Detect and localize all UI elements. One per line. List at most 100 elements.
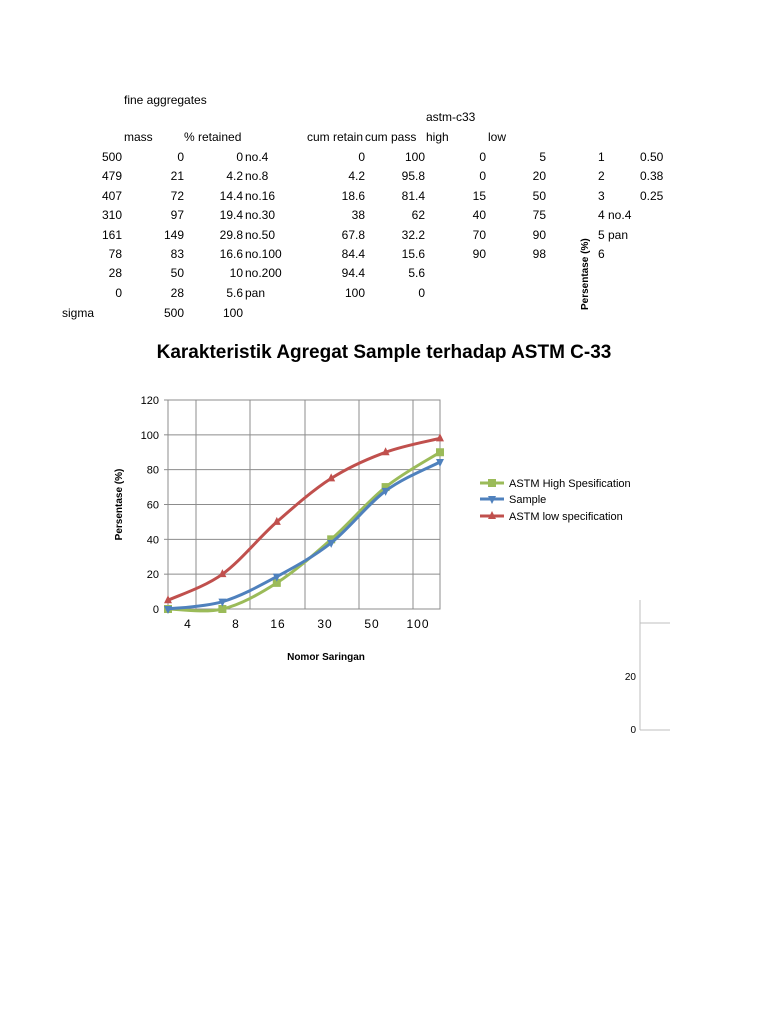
header-high: high (426, 130, 449, 144)
cell-index: 2 (598, 169, 605, 184)
cell-sieve: no.16 (245, 188, 276, 203)
cell-mass: 28 (108, 266, 122, 281)
cell-sieve: no.4 (245, 150, 269, 164)
cell-cum-pass: 81.4 (401, 188, 425, 203)
cell-cum-pass: 62 (411, 208, 425, 223)
cell-pct: 0 (236, 150, 243, 164)
data-point-s0-4 (381, 483, 390, 492)
cell-high: 70 (472, 227, 486, 242)
y-tick-label: 0 (153, 604, 159, 616)
cell-pct: 14.4 (219, 188, 243, 203)
y-tick-label: 120 (141, 395, 159, 407)
data-point-s1-2 (272, 573, 281, 582)
line-chart: 0 20 40 60 80 100 120 4 8 16 30 50 100 Nomor Saringan… (114, 395, 631, 663)
cell-cum-pass: 100 (404, 150, 425, 164)
cell-mass: 310 (101, 208, 122, 223)
plot-area-border (167, 399, 441, 610)
cell-cum-retain: 84.4 (341, 247, 365, 261)
cell-pct: 5.6 (226, 285, 243, 300)
cell-mass: 479 (101, 169, 122, 184)
sigma-label: sigma (62, 306, 95, 320)
cell-high: 0 (479, 150, 486, 164)
x-tick-label: 16 (270, 617, 285, 631)
header-cum-pass: cum pass (365, 130, 417, 144)
x-tick-label: 50 (364, 617, 379, 631)
sigma-retained: 500 (163, 306, 184, 320)
series-line-0 (167, 450, 441, 613)
stray-tick-20: 20 (625, 672, 637, 683)
data-point-s1-5 (436, 459, 444, 468)
cell-cum-retain: 18.6 (341, 188, 365, 203)
cell-pct: 4.2 (226, 169, 243, 184)
x-axis-label: Nomor Saringan (287, 652, 365, 663)
cell-cum-pass: 95.8 (401, 169, 425, 184)
cell-size: 0.38 (640, 169, 664, 184)
cell-retained: 21 (170, 169, 184, 184)
cell-retained: 97 (170, 208, 184, 223)
legend-marker-0 (488, 479, 496, 487)
cell-retained: 50 (170, 266, 184, 281)
y-tick-label: 20 (147, 569, 159, 581)
cell-sieve: no.30 (245, 208, 276, 223)
stray-axis-label: Persentase (%) (580, 238, 591, 310)
x-tick-label: 4 (184, 617, 192, 631)
header-retained: % retained (184, 130, 242, 144)
cell-size: 0.50 (640, 150, 664, 164)
cell-sieve: no.100 (245, 247, 282, 261)
cell-low: 75 (532, 208, 546, 223)
cell-retained: 72 (170, 188, 184, 203)
cell-cum-pass: 5.6 (408, 266, 425, 281)
cell-high: 40 (472, 208, 486, 223)
cell-cum-retain: 38 (351, 208, 365, 223)
cell-mass: 0 (115, 285, 122, 300)
cell-pct: 10 (229, 266, 243, 281)
data-point-s2-0 (164, 595, 172, 604)
x-tick-label: 8 (232, 617, 240, 631)
legend-marker-2 (488, 511, 496, 519)
cell-index: 1 (598, 150, 605, 164)
series-line-1 (167, 460, 441, 611)
cell-cum-retain: 0 (358, 150, 365, 164)
cell-low: 98 (532, 247, 546, 261)
legend-label-1: Sample (509, 494, 546, 506)
cell-sieve: pan (245, 285, 266, 300)
cell-retained: 28 (170, 285, 184, 300)
cell-retained: 0 (177, 150, 184, 164)
data-point-s1-4 (381, 487, 390, 496)
cell-mass: 500 (101, 150, 122, 164)
cell-high: 15 (472, 188, 486, 203)
chart-title: Karakteristik Agregat Sample terhadap AS… (156, 342, 612, 363)
cell-mass: 161 (101, 227, 122, 242)
cell-cum-retain: 4.2 (348, 169, 365, 184)
cell-cum-retain: 67.8 (341, 227, 365, 242)
cell-pct: 19.4 (219, 208, 243, 223)
cell-cum-pass: 15.6 (401, 247, 425, 261)
y-tick-label: 100 (141, 430, 159, 442)
stray-tick-0: 0 (630, 725, 636, 736)
astm-label: astm-c33 (426, 110, 476, 124)
y-tick-label: 60 (147, 500, 159, 512)
x-tick-label: 30 (317, 617, 332, 631)
header-mass: mass (124, 130, 153, 144)
cell-index: 6 (598, 247, 605, 261)
cell-low: 5 (539, 150, 546, 164)
cell-high: 90 (472, 247, 486, 261)
cell-pct: 16.6 (219, 247, 243, 261)
legend-label-2: ASTM low specification (509, 511, 623, 523)
cell-sieve: no.50 (245, 227, 276, 242)
cell-index: 3 (598, 188, 605, 203)
cell-high: 0 (479, 169, 486, 184)
data-point-s1-0 (164, 606, 172, 614)
sigma-pct: 100 (222, 306, 243, 320)
cell-low: 20 (532, 169, 546, 184)
stray-partial-chart: 20 0 (625, 600, 670, 736)
data-point-s0-3 (327, 535, 336, 544)
data-point-s2-1 (218, 569, 227, 578)
y-tick-label: 80 (147, 465, 159, 477)
data-point-s2-4 (381, 447, 390, 456)
data-point-s2-2 (272, 516, 281, 525)
data-point-s1-3 (327, 539, 336, 548)
header-low: low (488, 130, 507, 144)
sheet-caption: fine aggregates (124, 93, 207, 107)
cell-pct: 29.8 (219, 227, 243, 242)
